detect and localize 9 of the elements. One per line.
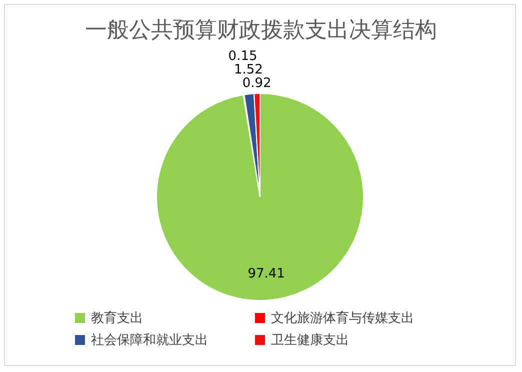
chart-title: 一般公共预算财政拨款支出决算结构	[84, 17, 438, 45]
legend-label: 社会保障和就业支出	[91, 332, 208, 349]
data-label: 97.41	[248, 266, 285, 282]
data-label: 1.52	[234, 62, 263, 78]
legend-label: 卫生健康支出	[271, 332, 349, 349]
legend-label: 教育支出	[91, 310, 143, 327]
legend-label: 文化旅游体育与传媒支出	[271, 310, 414, 327]
data-label: 0.92	[242, 76, 272, 91]
data-label: 0.15	[228, 49, 258, 64]
